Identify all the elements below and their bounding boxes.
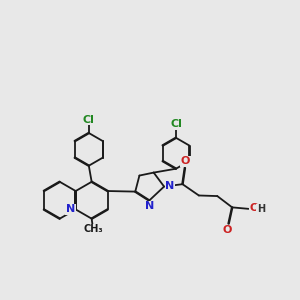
- Text: Cl: Cl: [170, 119, 182, 129]
- Text: N: N: [165, 181, 175, 191]
- Text: CH₃: CH₃: [83, 224, 103, 234]
- Text: O: O: [181, 156, 190, 166]
- Text: Cl: Cl: [83, 115, 95, 124]
- Text: N: N: [146, 202, 155, 212]
- Text: H: H: [257, 204, 265, 214]
- Text: N: N: [66, 204, 75, 214]
- Text: O: O: [249, 203, 259, 213]
- Text: O: O: [222, 225, 232, 235]
